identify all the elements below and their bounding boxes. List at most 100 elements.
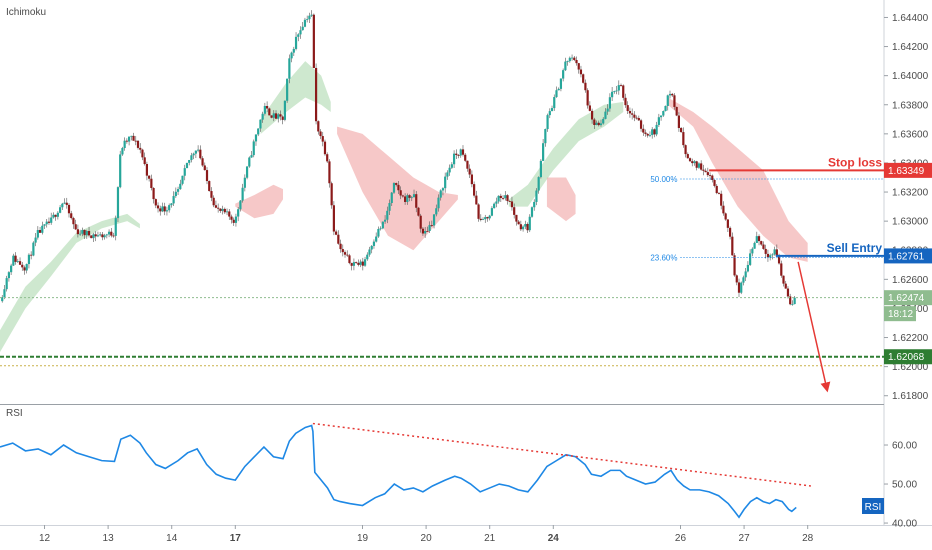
candle-bearish <box>584 82 587 91</box>
candle-bullish <box>744 271 747 278</box>
candle-bearish <box>619 85 623 86</box>
candle-bearish <box>314 67 318 122</box>
candle-bearish <box>684 145 687 155</box>
candle-bullish <box>484 217 487 220</box>
candle-bearish <box>577 63 580 70</box>
current-price: 1.62474 <box>888 293 925 304</box>
candle-bearish <box>717 193 721 194</box>
candle-bearish <box>228 211 231 217</box>
price-tick-label: 1.62000 <box>892 362 929 373</box>
candle-bullish <box>448 167 451 173</box>
candle-bullish <box>36 230 39 238</box>
candle-bullish <box>528 216 531 231</box>
candle-bullish <box>3 289 6 298</box>
candle-bullish <box>114 218 117 236</box>
candle-bearish <box>760 241 763 245</box>
candle-bullish <box>56 212 59 217</box>
candle-bullish <box>771 254 774 256</box>
candle-bullish <box>63 202 66 204</box>
candle-bullish <box>43 224 46 226</box>
price-scale[interactable]: 1.644001.642001.640001.638001.636001.634… <box>884 13 929 402</box>
candle-bearish <box>642 128 645 133</box>
candle-bullish <box>615 90 618 92</box>
candle-bullish <box>570 57 574 59</box>
fib-236-label: 23.60% <box>650 254 677 263</box>
candle-bearish <box>515 214 518 222</box>
candle-bullish <box>170 203 173 206</box>
candle-bearish <box>579 69 583 75</box>
price-candles <box>1 10 796 306</box>
candle-bullish <box>194 150 197 154</box>
candle-bullish <box>386 210 389 220</box>
candle-bearish <box>639 120 643 129</box>
candle-bullish <box>659 115 663 118</box>
candle-bearish <box>720 193 723 206</box>
candle-bullish <box>542 143 545 161</box>
candle-bullish <box>366 254 369 260</box>
candle-bullish <box>81 229 84 234</box>
rsi-trendline <box>312 422 811 487</box>
candle-bullish <box>308 15 311 20</box>
price-tick-label: 1.63800 <box>892 100 929 111</box>
candle-bearish <box>110 231 113 236</box>
candle-bullish <box>16 261 19 262</box>
candle-bearish <box>646 133 649 136</box>
candle-bullish <box>439 190 442 198</box>
candle-bearish <box>94 234 97 237</box>
candle-bullish <box>250 155 253 158</box>
candle-bullish <box>121 148 124 155</box>
candle-bullish <box>504 195 507 199</box>
candle-bullish <box>664 105 667 112</box>
candle-bullish <box>12 255 15 266</box>
candle-bullish <box>310 14 313 16</box>
candle-bullish <box>96 235 100 237</box>
candle-bearish <box>526 224 529 231</box>
candle-bullish <box>245 166 249 178</box>
support-price-tag <box>884 349 932 365</box>
time-tick-label: 13 <box>103 533 115 544</box>
candle-bullish <box>165 210 169 212</box>
candle-bearish <box>87 231 91 236</box>
candle-bullish <box>297 34 300 37</box>
candle-bearish <box>711 175 714 181</box>
candle-bullish <box>174 191 177 197</box>
candle-bearish <box>766 253 770 258</box>
rsi-tick-label: 60.00 <box>892 441 917 452</box>
candle-bearish <box>72 218 75 225</box>
candle-bearish <box>337 234 340 244</box>
candle-bullish <box>613 91 616 92</box>
candle-bullish <box>52 214 55 218</box>
candle-bearish <box>637 118 640 121</box>
candle-bullish <box>185 162 189 169</box>
candle-bullish <box>372 241 376 246</box>
time-tick-label: 14 <box>166 533 178 544</box>
candle-bullish <box>559 78 563 89</box>
candle-bearish <box>112 235 115 237</box>
time-tick-label: 21 <box>484 533 496 544</box>
candle-bullish <box>406 195 409 202</box>
candle-bearish <box>38 230 42 233</box>
candle-bullish <box>243 177 246 188</box>
candle-bearish <box>101 234 104 238</box>
sell-entry-price-tag <box>884 248 932 264</box>
candle-bullish <box>290 52 293 59</box>
candle-bearish <box>90 235 93 239</box>
candle-bullish <box>61 203 64 208</box>
price-tick-label: 1.64200 <box>892 42 929 53</box>
rsi-line <box>0 424 797 519</box>
stop-loss-price-tag <box>884 162 932 178</box>
candle-bullish <box>497 195 500 202</box>
stop-loss-price: 1.63349 <box>888 166 925 177</box>
candle-bearish <box>154 199 157 206</box>
rsi-scale[interactable]: 60.00 50.00 40.00 <box>884 441 917 530</box>
candle-bearish <box>626 105 629 111</box>
candle-bullish <box>412 194 416 198</box>
candle-bullish <box>742 277 745 283</box>
candle-bearish <box>455 153 458 156</box>
candle-bearish <box>208 181 211 192</box>
candle-bullish <box>535 190 538 202</box>
time-scale[interactable]: 12 13 14 17 19 20 21 24 26 27 28 <box>39 525 814 544</box>
candle-bearish <box>348 255 351 264</box>
candle-bearish <box>70 213 73 219</box>
candle-bearish <box>421 228 425 234</box>
